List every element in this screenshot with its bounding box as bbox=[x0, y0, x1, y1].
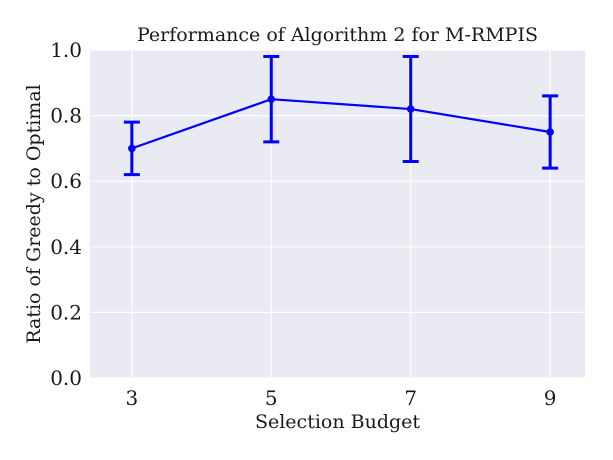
data-point bbox=[406, 105, 415, 113]
data-point bbox=[128, 144, 136, 153]
chart-title: Performance of Algorithm 2 for M-RMPIS bbox=[137, 24, 538, 46]
y-tick-label: 0.2 bbox=[50, 300, 82, 324]
x-tick-labels: 3 5 7 9 bbox=[125, 386, 556, 410]
series-line bbox=[128, 95, 554, 153]
x-axis-label: Selection Budget bbox=[255, 411, 420, 433]
x-tick-label: 5 bbox=[265, 386, 278, 410]
y-tick-label: 0.4 bbox=[50, 235, 82, 259]
y-axis-label: Ratio of Greedy to Optimal bbox=[23, 84, 45, 343]
y-tick-label: 0.6 bbox=[50, 169, 82, 193]
grid bbox=[90, 49, 585, 379]
data-point bbox=[546, 128, 554, 136]
x-tick-label: 7 bbox=[404, 386, 417, 410]
plot-area bbox=[90, 50, 585, 378]
y-tick-label: 1.0 bbox=[50, 38, 82, 62]
x-tick-label: 3 bbox=[125, 386, 138, 410]
y-tick-label: 0.8 bbox=[50, 104, 82, 128]
data-line bbox=[131, 98, 551, 150]
y-tick-labels: 0.0 0.2 0.4 0.6 0.8 1.0 bbox=[50, 38, 82, 390]
x-tick-label: 9 bbox=[544, 386, 557, 410]
y-tick-label: 0.0 bbox=[50, 366, 82, 390]
data-point bbox=[267, 95, 276, 103]
